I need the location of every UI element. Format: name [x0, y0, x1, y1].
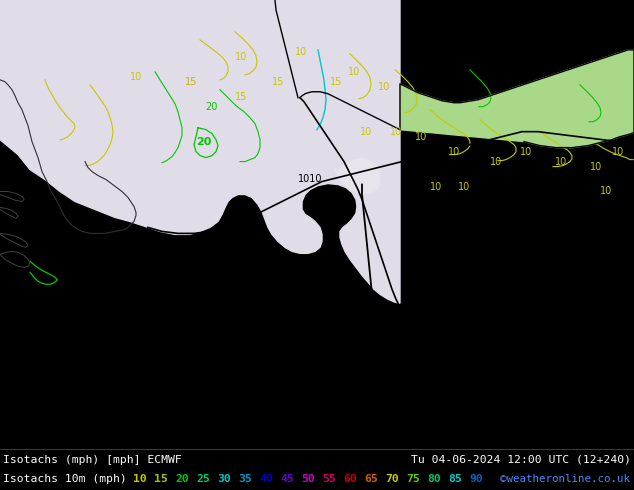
Text: 30: 30	[217, 474, 231, 484]
Text: 10: 10	[295, 47, 307, 57]
Text: 20: 20	[205, 102, 217, 112]
Text: 20: 20	[196, 137, 211, 147]
Text: 40: 40	[259, 474, 273, 484]
Polygon shape	[400, 50, 634, 147]
Text: 10: 10	[600, 187, 612, 196]
Text: 10: 10	[348, 67, 360, 77]
Text: 10: 10	[130, 72, 142, 82]
Text: 15: 15	[330, 77, 342, 87]
Text: 15: 15	[235, 92, 247, 102]
Text: 90: 90	[469, 474, 483, 484]
Text: 85: 85	[448, 474, 462, 484]
Text: 10: 10	[390, 126, 402, 137]
Text: 50: 50	[301, 474, 315, 484]
Text: 1005: 1005	[508, 259, 533, 270]
Text: 15: 15	[154, 474, 168, 484]
Text: 1010: 1010	[298, 173, 322, 184]
Text: Isotachs 10m (mph): Isotachs 10m (mph)	[3, 474, 127, 484]
Text: 10: 10	[520, 147, 533, 157]
Text: 10: 10	[612, 147, 624, 157]
Text: ©weatheronline.co.uk: ©weatheronline.co.uk	[500, 474, 630, 484]
Text: 10: 10	[235, 52, 247, 62]
Text: 75: 75	[406, 474, 420, 484]
Text: 10: 10	[360, 126, 372, 137]
Text: Tu 04-06-2024 12:00 UTC (12+240): Tu 04-06-2024 12:00 UTC (12+240)	[411, 455, 631, 465]
Text: 15: 15	[272, 77, 285, 87]
Text: 10: 10	[430, 181, 443, 192]
Text: 10: 10	[555, 157, 567, 167]
Text: 15: 15	[185, 77, 197, 87]
Polygon shape	[335, 159, 380, 194]
Text: 35: 35	[238, 474, 252, 484]
Text: 10: 10	[590, 162, 602, 172]
Text: Isotachs (mph) [mph] ECMWF: Isotachs (mph) [mph] ECMWF	[3, 455, 182, 465]
Text: 10: 10	[458, 181, 470, 192]
Polygon shape	[0, 0, 400, 303]
Text: 10: 10	[448, 147, 460, 157]
Text: 25: 25	[196, 474, 210, 484]
Text: 10: 10	[490, 157, 502, 167]
Text: 45: 45	[280, 474, 294, 484]
Text: 80: 80	[427, 474, 441, 484]
Text: 65: 65	[364, 474, 378, 484]
Text: 10: 10	[133, 474, 147, 484]
Text: 60: 60	[343, 474, 357, 484]
Text: 55: 55	[322, 474, 336, 484]
Text: 10: 10	[415, 132, 427, 142]
Text: 20: 20	[175, 474, 189, 484]
Text: 70: 70	[385, 474, 399, 484]
Text: 10: 10	[378, 82, 391, 92]
